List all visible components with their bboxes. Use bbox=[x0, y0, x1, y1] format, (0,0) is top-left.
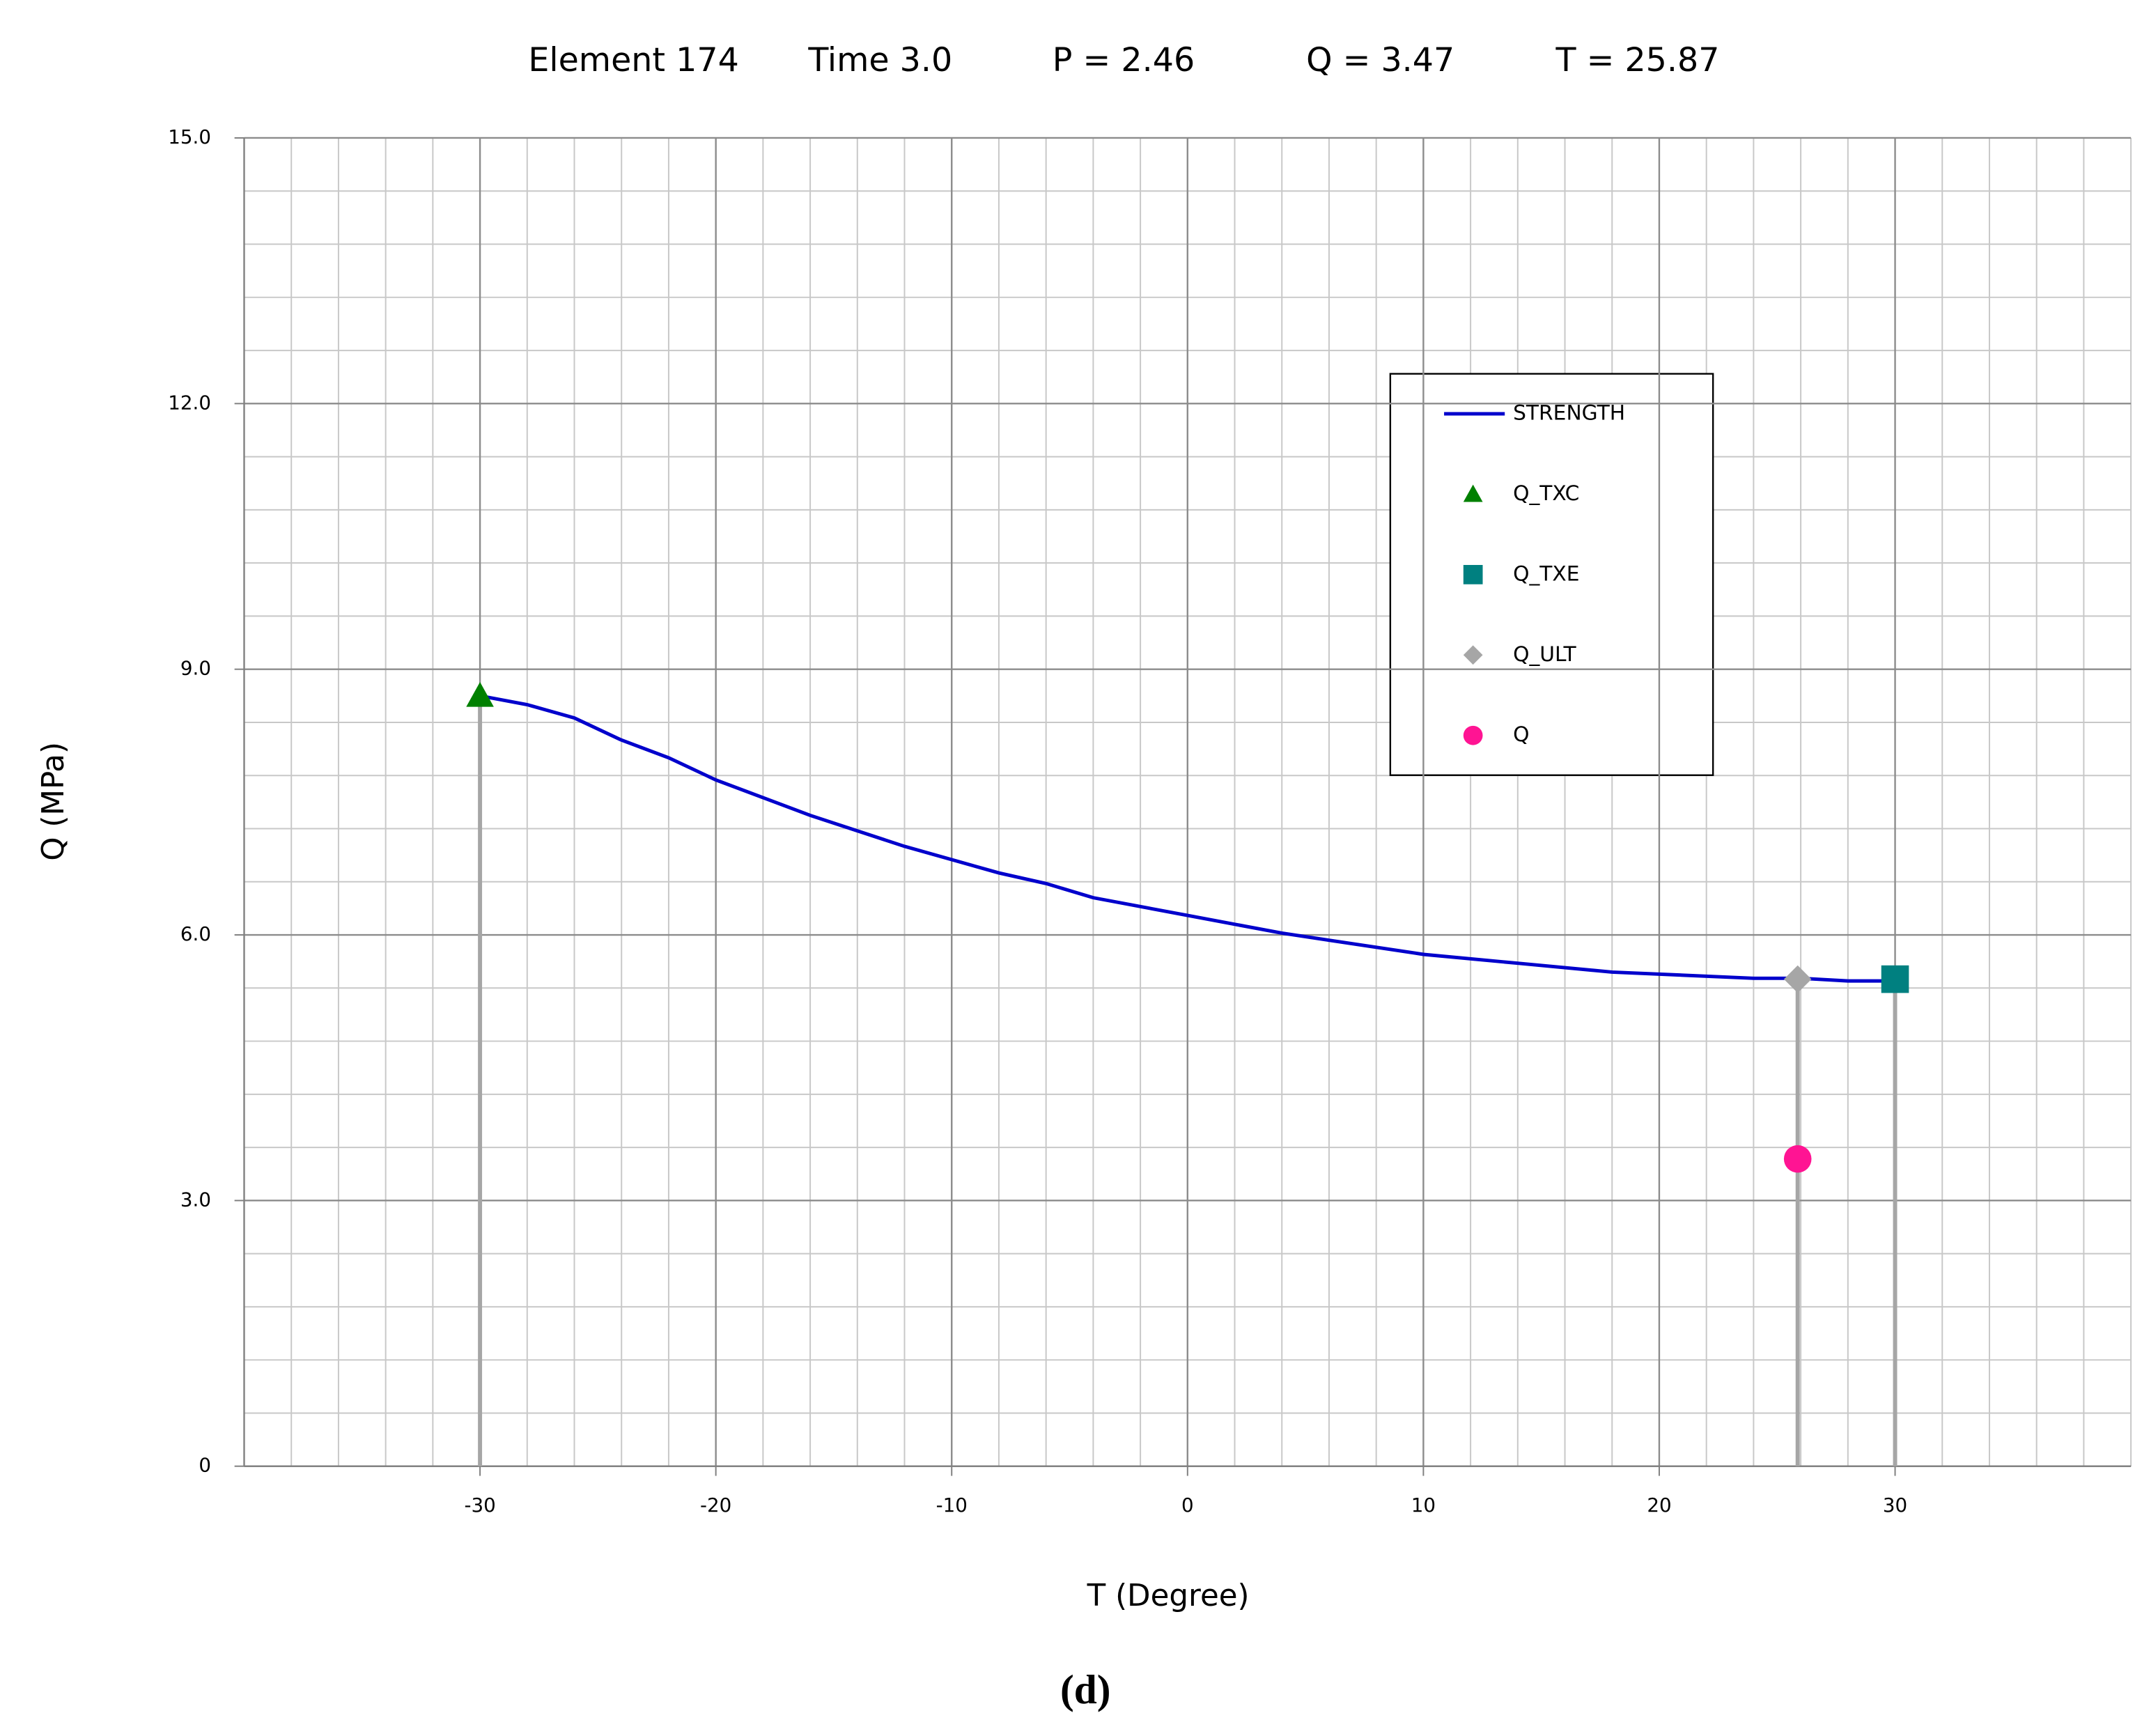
marker-triangle bbox=[466, 682, 494, 707]
caption: (d) bbox=[1060, 1666, 1111, 1712]
legend-label: Q_ULT bbox=[1513, 642, 1576, 667]
marker-square bbox=[1881, 965, 1909, 993]
strength-line bbox=[479, 694, 1895, 983]
y-tick-label: 15.0 bbox=[168, 125, 211, 148]
legend-label: Q_TXE bbox=[1513, 561, 1579, 586]
x-tick-label: 10 bbox=[1411, 1494, 1436, 1517]
legend-label: Q_TXC bbox=[1513, 481, 1579, 506]
y-tick-label: 9.0 bbox=[180, 657, 211, 680]
chart-title: Element 174 bbox=[528, 41, 738, 79]
chart-title: T = 25.87 bbox=[1555, 41, 1719, 79]
x-tick-label: 30 bbox=[1883, 1494, 1907, 1517]
marker-triangle bbox=[1463, 484, 1483, 502]
marker-diamond bbox=[1463, 645, 1483, 665]
x-tick-label: -30 bbox=[464, 1494, 495, 1517]
marker-square bbox=[1463, 564, 1483, 584]
chart-title: Q = 3.47 bbox=[1306, 41, 1454, 79]
x-tick-label: -20 bbox=[700, 1494, 731, 1517]
x-tick-label: 0 bbox=[1181, 1494, 1194, 1517]
y-axis-label: Q (MPa) bbox=[36, 742, 71, 861]
legend-label: STRENGTH bbox=[1513, 401, 1625, 425]
x-tick-label: 20 bbox=[1647, 1494, 1671, 1517]
y-tick-label: 6.0 bbox=[180, 922, 211, 945]
chart-title: P = 2.46 bbox=[1053, 41, 1195, 79]
x-axis-label: T (Degree) bbox=[1087, 1579, 1250, 1613]
marker-circle bbox=[1783, 1145, 1812, 1173]
x-tick-label: -10 bbox=[936, 1494, 968, 1517]
y-tick-label: 3.0 bbox=[180, 1188, 211, 1211]
legend-label: Q bbox=[1513, 722, 1529, 747]
y-tick-label: 12.0 bbox=[168, 391, 211, 414]
marker-diamond bbox=[1783, 965, 1812, 993]
chart-title: Time 3.0 bbox=[807, 41, 952, 79]
marker-circle bbox=[1463, 725, 1483, 745]
y-tick-label: 0 bbox=[199, 1454, 211, 1477]
